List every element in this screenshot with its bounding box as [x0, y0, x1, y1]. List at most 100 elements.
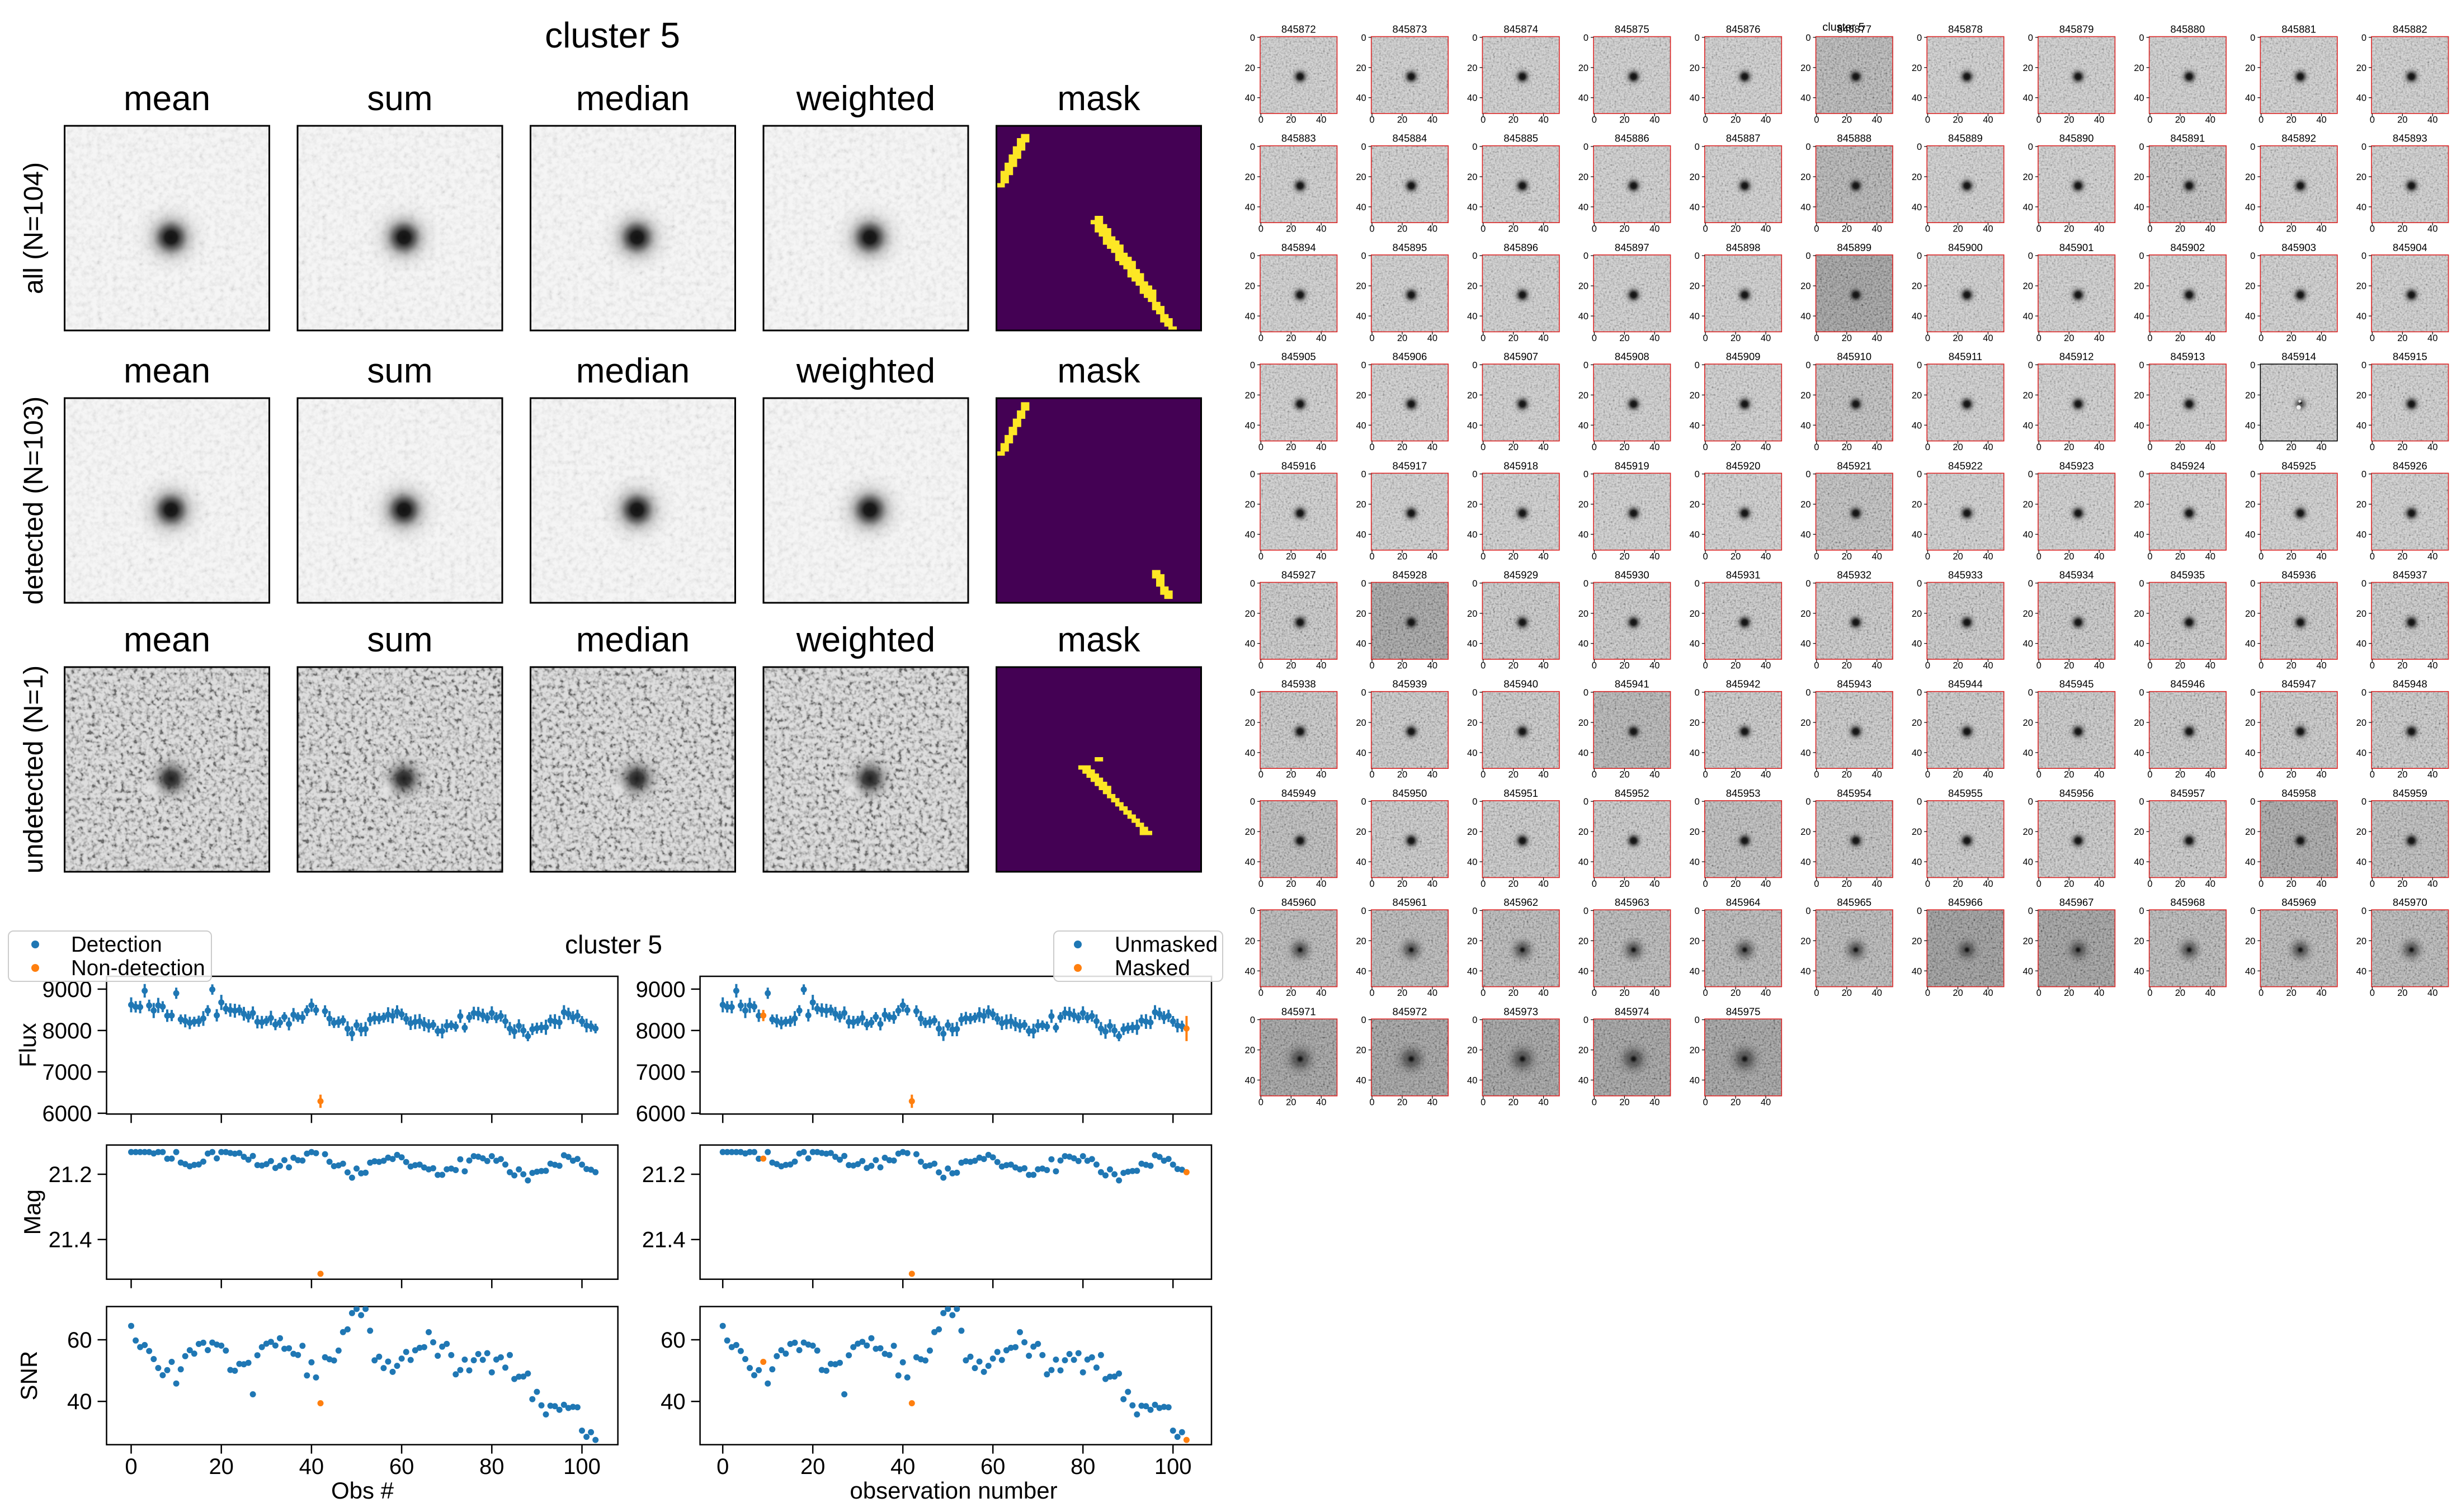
svg-text:0: 0 — [1703, 879, 1708, 889]
svg-text:0: 0 — [1592, 770, 1597, 780]
svg-text:0: 0 — [1695, 797, 1700, 807]
svg-text:40: 40 — [2427, 115, 2438, 125]
svg-text:40: 40 — [1427, 551, 1437, 561]
svg-text:21.2: 21.2 — [49, 1163, 92, 1187]
svg-text:40: 40 — [1689, 857, 1699, 867]
svg-text:21.4: 21.4 — [49, 1228, 92, 1253]
svg-text:0: 0 — [1258, 224, 1263, 234]
svg-text:0: 0 — [1695, 360, 1700, 370]
svg-text:sum: sum — [367, 352, 432, 390]
svg-text:845917: 845917 — [1393, 460, 1427, 471]
svg-text:40: 40 — [2134, 639, 2144, 649]
svg-text:40: 40 — [2356, 93, 2366, 103]
svg-text:40: 40 — [2205, 661, 2215, 671]
svg-text:0: 0 — [2250, 797, 2255, 807]
svg-text:845925: 845925 — [2281, 460, 2316, 471]
svg-text:40: 40 — [2316, 551, 2326, 561]
svg-text:0: 0 — [1583, 688, 1588, 698]
svg-text:40: 40 — [1983, 551, 1993, 561]
svg-text:0: 0 — [1703, 551, 1708, 561]
svg-text:20: 20 — [1731, 333, 1741, 343]
svg-text:40: 40 — [2316, 442, 2326, 452]
svg-text:0: 0 — [1592, 879, 1597, 889]
svg-text:40: 40 — [2205, 333, 2215, 343]
svg-text:0: 0 — [2361, 797, 2366, 807]
svg-text:40: 40 — [1649, 551, 1659, 561]
svg-text:0: 0 — [1592, 988, 1597, 998]
svg-text:40: 40 — [1761, 442, 1771, 452]
svg-text:20: 20 — [1953, 988, 1963, 998]
svg-text:0: 0 — [1472, 688, 1477, 698]
svg-text:40: 40 — [1467, 639, 1477, 649]
svg-text:40: 40 — [1538, 442, 1548, 452]
svg-text:20: 20 — [2286, 224, 2296, 234]
svg-text:40: 40 — [2023, 748, 2033, 758]
svg-text:20: 20 — [2245, 718, 2255, 728]
svg-text:40: 40 — [1578, 639, 1588, 649]
svg-text:20: 20 — [1912, 281, 1922, 291]
svg-text:20: 20 — [2356, 936, 2366, 946]
svg-text:0: 0 — [2370, 661, 2375, 671]
svg-text:0: 0 — [1481, 442, 1486, 452]
svg-text:40: 40 — [2356, 639, 2366, 649]
svg-text:845962: 845962 — [1503, 896, 1538, 908]
svg-text:20: 20 — [2397, 879, 2407, 889]
svg-text:845915: 845915 — [2393, 351, 2427, 362]
svg-text:0: 0 — [2259, 770, 2264, 780]
svg-text:40: 40 — [2427, 988, 2438, 998]
svg-text:0: 0 — [1472, 797, 1477, 807]
svg-text:845883: 845883 — [1281, 133, 1316, 144]
svg-text:20: 20 — [2134, 63, 2144, 73]
svg-text:20: 20 — [2064, 442, 2074, 452]
svg-text:0: 0 — [1805, 470, 1811, 480]
svg-text:40: 40 — [67, 1390, 92, 1414]
svg-text:0: 0 — [2259, 333, 2264, 343]
svg-text:40: 40 — [2427, 661, 2438, 671]
svg-text:0: 0 — [2028, 360, 2033, 370]
svg-text:0: 0 — [1472, 360, 1477, 370]
svg-text:845950: 845950 — [1393, 787, 1427, 799]
svg-text:20: 20 — [1397, 551, 1407, 561]
svg-text:0: 0 — [1258, 115, 1263, 125]
svg-text:0: 0 — [2036, 333, 2042, 343]
svg-text:40: 40 — [1578, 93, 1588, 103]
svg-text:60: 60 — [67, 1328, 92, 1353]
svg-text:0: 0 — [1258, 551, 1263, 561]
svg-text:20: 20 — [1912, 936, 1922, 946]
svg-text:845928: 845928 — [1393, 569, 1427, 581]
svg-text:20: 20 — [1912, 390, 1922, 400]
svg-text:20: 20 — [1578, 390, 1588, 400]
svg-text:0: 0 — [2028, 688, 2033, 698]
svg-text:845939: 845939 — [1393, 678, 1427, 690]
svg-text:40: 40 — [1538, 879, 1548, 889]
svg-text:0: 0 — [1250, 251, 1255, 261]
svg-text:0: 0 — [1250, 906, 1255, 916]
svg-text:40: 40 — [2205, 551, 2215, 561]
svg-text:20: 20 — [2397, 333, 2407, 343]
svg-text:20: 20 — [1731, 115, 1741, 125]
svg-text:40: 40 — [2427, 224, 2438, 234]
svg-text:845887: 845887 — [1726, 133, 1761, 144]
svg-text:40: 40 — [1427, 879, 1437, 889]
svg-text:0: 0 — [2250, 470, 2255, 480]
svg-text:20: 20 — [1689, 1046, 1699, 1056]
svg-text:845944: 845944 — [1948, 678, 1983, 690]
svg-text:40: 40 — [2023, 966, 2033, 976]
svg-text:845920: 845920 — [1726, 460, 1761, 471]
svg-text:20: 20 — [1286, 879, 1296, 889]
svg-text:0: 0 — [1369, 115, 1374, 125]
svg-text:40: 40 — [1245, 311, 1255, 322]
svg-text:845951: 845951 — [1503, 787, 1538, 799]
svg-text:0: 0 — [1814, 442, 1819, 452]
svg-text:20: 20 — [1953, 879, 1963, 889]
svg-text:20: 20 — [1508, 988, 1519, 998]
svg-text:845975: 845975 — [1726, 1005, 1761, 1017]
svg-text:20: 20 — [1619, 988, 1629, 998]
svg-text:20: 20 — [2134, 390, 2144, 400]
svg-text:845900: 845900 — [1948, 242, 1983, 253]
svg-text:0: 0 — [1583, 251, 1588, 261]
svg-text:845875: 845875 — [1615, 23, 1649, 35]
svg-text:20: 20 — [1467, 281, 1477, 291]
svg-text:845903: 845903 — [2281, 242, 2316, 253]
svg-text:0: 0 — [1369, 988, 1374, 998]
